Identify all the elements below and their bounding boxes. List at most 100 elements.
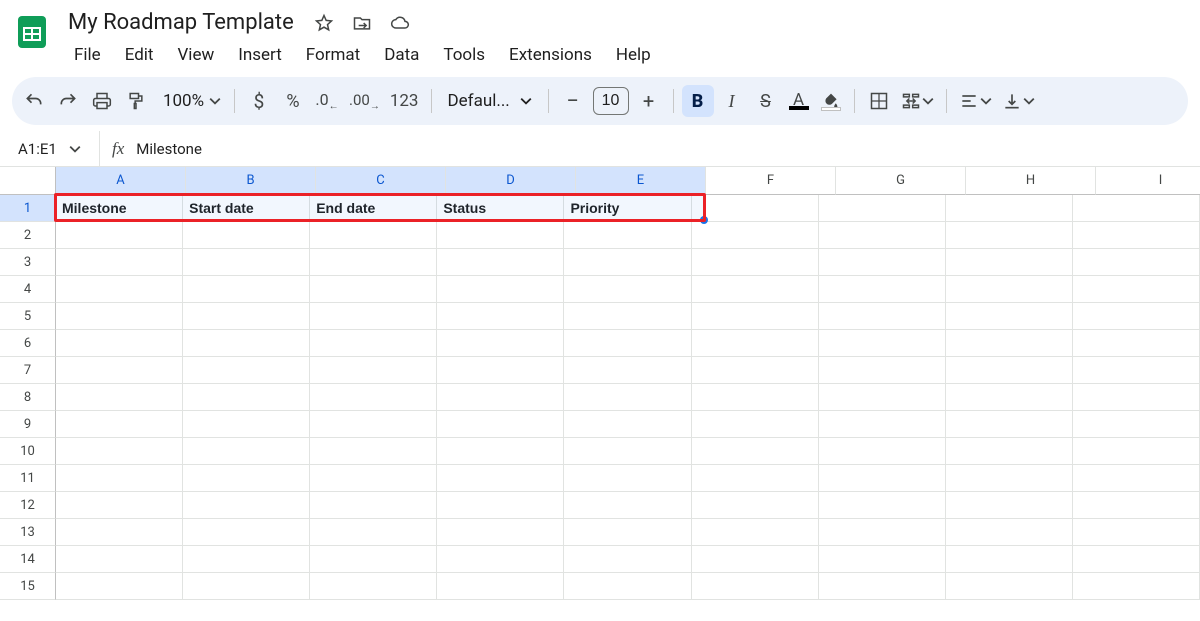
- cell-D4[interactable]: [437, 276, 564, 303]
- cell-H11[interactable]: [946, 465, 1073, 492]
- cell-I7[interactable]: [1073, 357, 1200, 384]
- cell-H2[interactable]: [946, 222, 1073, 249]
- percent-button[interactable]: %: [277, 85, 309, 117]
- row-header-13[interactable]: 13: [0, 519, 56, 546]
- cell-A4[interactable]: [56, 276, 183, 303]
- cell-E8[interactable]: [564, 384, 691, 411]
- increase-decimal-button[interactable]: .00→: [345, 85, 384, 117]
- cloud-status-icon[interactable]: [388, 11, 412, 35]
- menu-insert[interactable]: Insert: [228, 41, 292, 69]
- cell-H12[interactable]: [946, 492, 1073, 519]
- col-header-G[interactable]: G: [836, 167, 966, 195]
- cell-D9[interactable]: [437, 411, 564, 438]
- cell-F14[interactable]: [692, 546, 819, 573]
- document-title[interactable]: My Roadmap Template: [64, 8, 298, 37]
- cell-A5[interactable]: [56, 303, 183, 330]
- row-header-3[interactable]: 3: [0, 249, 56, 276]
- cell-H3[interactable]: [946, 249, 1073, 276]
- menu-edit[interactable]: Edit: [115, 41, 164, 69]
- col-header-F[interactable]: F: [706, 167, 836, 195]
- col-header-B[interactable]: B: [186, 167, 316, 195]
- cell-G2[interactable]: [819, 222, 946, 249]
- row-header-11[interactable]: 11: [0, 465, 56, 492]
- cell-B5[interactable]: [183, 303, 310, 330]
- cell-H5[interactable]: [946, 303, 1073, 330]
- row-header-12[interactable]: 12: [0, 492, 56, 519]
- row-header-9[interactable]: 9: [0, 411, 56, 438]
- cell-B4[interactable]: [183, 276, 310, 303]
- cell-I4[interactable]: [1073, 276, 1200, 303]
- cell-D2[interactable]: [437, 222, 564, 249]
- cell-F1[interactable]: [692, 195, 819, 222]
- fontsize-input[interactable]: [593, 87, 629, 115]
- menu-data[interactable]: Data: [374, 41, 429, 69]
- cell-C4[interactable]: [310, 276, 437, 303]
- cell-G3[interactable]: [819, 249, 946, 276]
- cell-G7[interactable]: [819, 357, 946, 384]
- cell-H10[interactable]: [946, 438, 1073, 465]
- cell-C2[interactable]: [310, 222, 437, 249]
- col-header-C[interactable]: C: [316, 167, 446, 195]
- cell-F3[interactable]: [692, 249, 819, 276]
- print-button[interactable]: [86, 85, 118, 117]
- col-header-A[interactable]: A: [56, 167, 186, 195]
- cell-B9[interactable]: [183, 411, 310, 438]
- cell-I5[interactable]: [1073, 303, 1200, 330]
- fontsize-increase-button[interactable]: +: [633, 85, 665, 117]
- cell-F4[interactable]: [692, 276, 819, 303]
- cell-H9[interactable]: [946, 411, 1073, 438]
- cell-B11[interactable]: [183, 465, 310, 492]
- cell-D15[interactable]: [437, 573, 564, 600]
- fontsize-decrease-button[interactable]: −: [557, 85, 589, 117]
- cell-E5[interactable]: [564, 303, 691, 330]
- cell-F12[interactable]: [692, 492, 819, 519]
- cell-A12[interactable]: [56, 492, 183, 519]
- menu-extensions[interactable]: Extensions: [499, 41, 602, 69]
- cell-I2[interactable]: [1073, 222, 1200, 249]
- cell-E2[interactable]: [564, 222, 691, 249]
- zoom-dropdown[interactable]: 100%: [154, 85, 226, 117]
- horizontal-align-button[interactable]: [955, 85, 996, 117]
- cell-B10[interactable]: [183, 438, 310, 465]
- row-header-8[interactable]: 8: [0, 384, 56, 411]
- cell-I14[interactable]: [1073, 546, 1200, 573]
- cell-E14[interactable]: [564, 546, 691, 573]
- cell-E4[interactable]: [564, 276, 691, 303]
- cell-C8[interactable]: [310, 384, 437, 411]
- row-header-4[interactable]: 4: [0, 276, 56, 303]
- star-icon[interactable]: [312, 11, 336, 35]
- cell-B7[interactable]: [183, 357, 310, 384]
- cell-C12[interactable]: [310, 492, 437, 519]
- cell-F7[interactable]: [692, 357, 819, 384]
- cell-H8[interactable]: [946, 384, 1073, 411]
- cell-E9[interactable]: [564, 411, 691, 438]
- cell-F5[interactable]: [692, 303, 819, 330]
- cell-H4[interactable]: [946, 276, 1073, 303]
- cell-G8[interactable]: [819, 384, 946, 411]
- cell-D1[interactable]: Status: [437, 195, 564, 222]
- cell-E12[interactable]: [564, 492, 691, 519]
- cell-G12[interactable]: [819, 492, 946, 519]
- cell-F6[interactable]: [692, 330, 819, 357]
- cell-E15[interactable]: [564, 573, 691, 600]
- cell-A3[interactable]: [56, 249, 183, 276]
- cell-D10[interactable]: [437, 438, 564, 465]
- cell-F8[interactable]: [692, 384, 819, 411]
- row-header-6[interactable]: 6: [0, 330, 56, 357]
- sheets-logo[interactable]: [12, 12, 52, 52]
- col-header-I[interactable]: I: [1096, 167, 1200, 195]
- cell-E3[interactable]: [564, 249, 691, 276]
- cell-A10[interactable]: [56, 438, 183, 465]
- cell-A15[interactable]: [56, 573, 183, 600]
- cell-H7[interactable]: [946, 357, 1073, 384]
- cell-F11[interactable]: [692, 465, 819, 492]
- cell-I8[interactable]: [1073, 384, 1200, 411]
- row-header-15[interactable]: 15: [0, 573, 56, 600]
- cell-I13[interactable]: [1073, 519, 1200, 546]
- cell-I10[interactable]: [1073, 438, 1200, 465]
- cell-F2[interactable]: [692, 222, 819, 249]
- currency-button[interactable]: $: [243, 85, 275, 117]
- cell-H14[interactable]: [946, 546, 1073, 573]
- cell-A13[interactable]: [56, 519, 183, 546]
- move-icon[interactable]: [350, 11, 374, 35]
